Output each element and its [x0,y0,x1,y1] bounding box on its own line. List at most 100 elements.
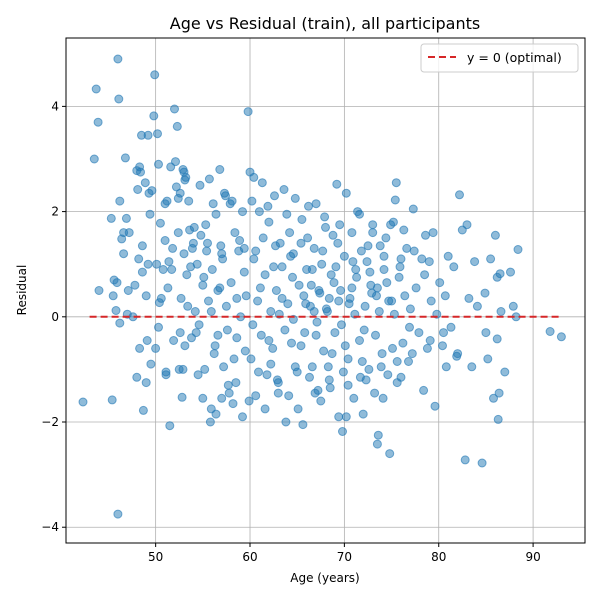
data-point [464,293,474,303]
data-point [309,307,319,316]
plot-frame [65,37,586,544]
y-tick-label: 0 [51,310,59,324]
data-point [179,167,189,177]
data-point [271,241,280,251]
data-point [395,262,405,272]
data-point [206,307,216,316]
data-point [160,236,170,245]
data-point [496,307,506,316]
data-point [231,378,241,388]
data-point [224,388,234,398]
data-point [428,228,438,238]
data-point [94,286,104,295]
data-point [449,262,459,272]
data-point [495,269,505,279]
data-point [158,265,168,274]
data-point [506,267,515,277]
data-point [184,196,194,206]
data-point [135,343,145,353]
data-point [154,322,163,332]
data-point [106,213,116,223]
data-point [141,291,151,301]
data-point [348,257,358,267]
data-point [305,372,314,382]
data-point [409,246,419,256]
data-point [183,301,193,311]
data-point [318,246,328,256]
data-point [286,251,296,261]
data-point [347,283,357,293]
data-point [208,199,218,209]
data-point [277,293,287,303]
data-point [367,288,377,298]
data-point [273,388,283,398]
data-point [351,265,361,274]
data-point [172,121,182,131]
data-point [421,230,430,240]
data-point [303,233,313,243]
data-point [439,328,448,338]
data-point [339,251,349,261]
data-point [399,225,409,235]
data-point [121,213,131,223]
data-point [138,405,148,415]
data-point [160,199,170,209]
data-point [186,262,196,272]
data-point [272,375,282,385]
data-point [202,246,212,256]
data-point [341,188,351,198]
data-point [222,325,232,335]
data-point [411,283,421,293]
data-point [294,280,304,290]
data-point [262,370,272,380]
data-point [364,364,374,374]
data-point [460,455,470,465]
data-point [168,243,178,253]
data-point [232,293,242,303]
data-point [347,228,357,238]
data-point [196,230,206,240]
data-point [360,301,370,311]
data-point [249,172,259,182]
data-point [343,354,353,364]
data-point [363,241,373,251]
data-point [307,362,317,372]
data-point [219,362,229,372]
y-tick-label: −2 [41,415,59,429]
data-point [368,228,378,238]
data-point [375,241,385,251]
data-point [144,188,154,198]
data-point [238,207,247,217]
data-point [113,54,123,64]
data-point [325,383,335,393]
data-point [298,420,308,430]
data-point [513,245,523,254]
data-point [137,241,147,251]
data-point [396,254,406,264]
data-point [229,354,239,364]
data-point [246,354,256,364]
data-point [201,220,211,230]
data-point [163,283,173,293]
data-point [374,307,384,316]
data-point [381,233,391,243]
data-point [376,362,386,372]
data-point [164,257,174,267]
y-tick-label: 2 [51,205,59,219]
data-point [260,404,270,414]
y-axis-label: Residual [15,265,29,316]
legend: y = 0 (optimal) [420,43,579,73]
data-point [480,288,490,298]
data-point [373,430,383,440]
data-point [287,338,296,348]
data-point [314,286,324,295]
data-point [405,304,415,314]
data-point [151,343,161,353]
data-point [414,328,424,338]
data-point [306,280,316,290]
data-point [269,262,279,272]
data-point [223,380,233,390]
data-point [281,417,291,427]
data-point [333,238,343,248]
data-point [321,304,331,314]
